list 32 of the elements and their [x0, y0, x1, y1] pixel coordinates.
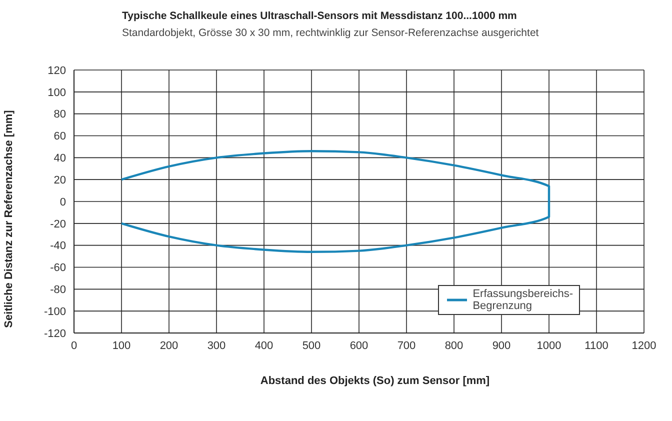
x-tick-label: 1100	[584, 340, 608, 352]
y-tick-label: 40	[54, 152, 66, 165]
x-tick-label: 600	[350, 340, 368, 352]
x-tick-label: 700	[397, 340, 416, 352]
y-tick-label: -40	[50, 240, 66, 252]
y-tick-label: -80	[50, 284, 66, 296]
y-tick-label: 80	[54, 108, 66, 121]
legend-label: Erfassungsbereichs- Begrenzung	[472, 288, 573, 312]
x-tick-label: 300	[207, 340, 226, 352]
y-tick-label: -20	[50, 218, 66, 230]
x-axis-title: Abstand des Objekts (So) zum Sensor [mm]	[259, 375, 491, 387]
x-tick-label: 500	[302, 340, 321, 352]
y-axis-title: Seitliche Distanz zur Referenzachse [mm]	[3, 110, 15, 328]
y-tick-label: -60	[50, 262, 66, 274]
chart-subtitle: Standardobjekt, Grösse 30 x 30 mm, rechtwinklig zur Sensor-Referenzachse ausgerichtet	[122, 27, 539, 39]
y-tick-label: 60	[54, 130, 66, 143]
y-tick-label: 100	[48, 86, 66, 99]
line-series	[120, 150, 550, 254]
x-tick-label: 1000	[536, 340, 562, 352]
x-tick-label: 900	[492, 340, 511, 352]
y-tick-label: 20	[54, 174, 66, 186]
x-tick-label: 1200	[632, 340, 656, 352]
x-tick-label: 800	[444, 340, 464, 352]
y-tick-label: -100	[44, 306, 66, 318]
x-tick-label: 0	[70, 340, 78, 352]
x-tick-label: 100	[112, 340, 131, 352]
chart-title: Typische Schallkeule eines Ultraschall-Sensors mit Messdistanz 100...1000 mm	[122, 10, 517, 22]
x-tick-label: 200	[160, 340, 178, 352]
x-tick-label: 400	[254, 340, 274, 352]
y-tick-label: 0	[60, 196, 66, 208]
y-tick-label: -120	[44, 328, 66, 340]
y-tick-label: 120	[48, 64, 66, 77]
